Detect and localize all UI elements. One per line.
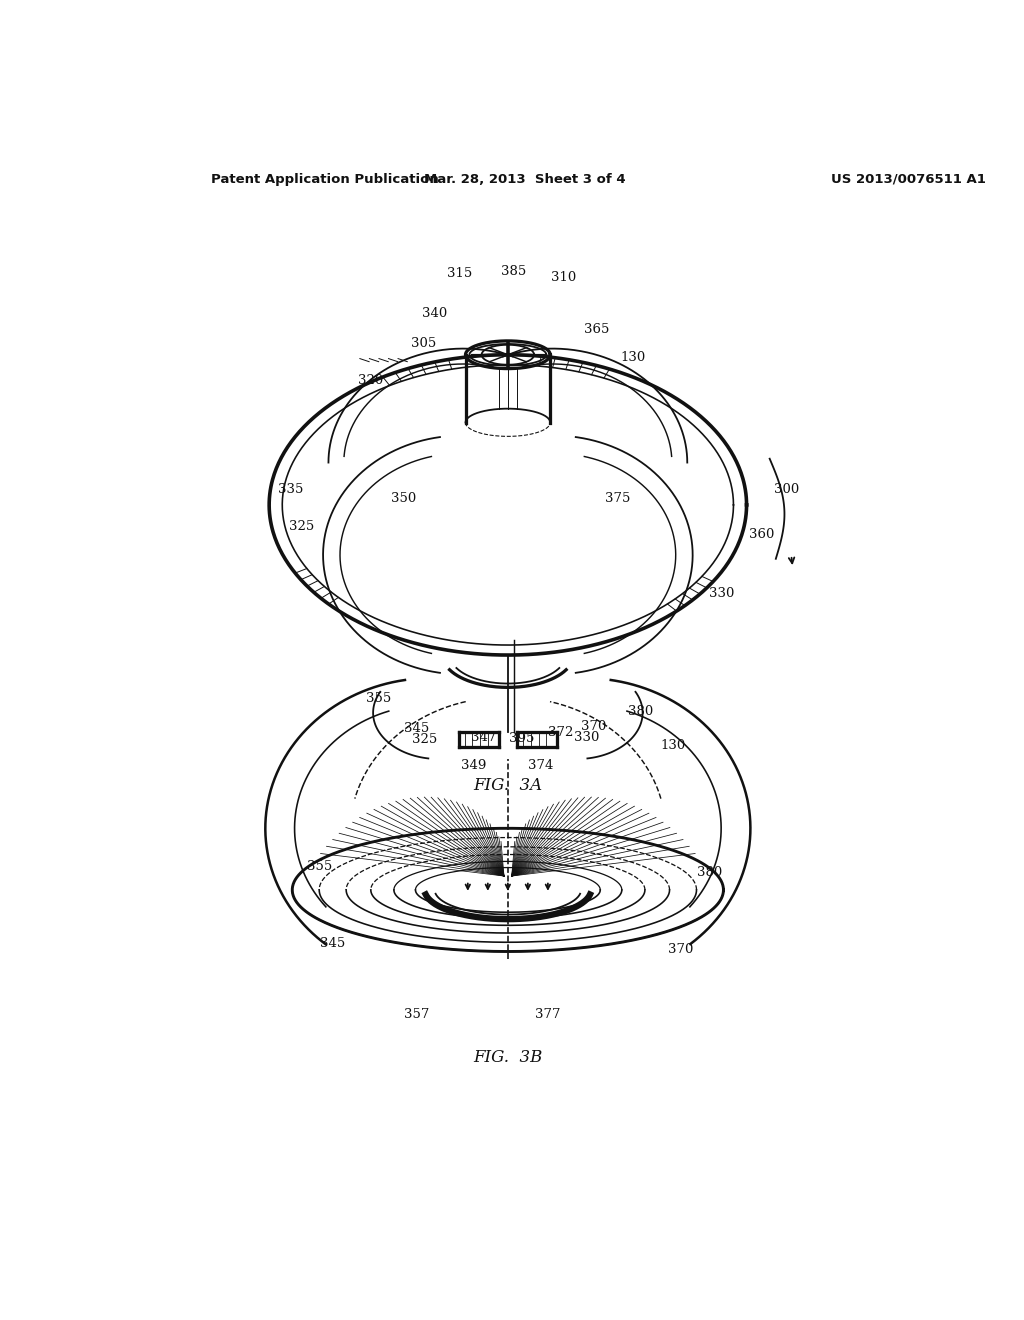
Text: 372: 372 <box>548 726 572 739</box>
Text: 355: 355 <box>366 693 391 705</box>
Text: 347: 347 <box>471 731 496 744</box>
Text: 320: 320 <box>358 374 383 387</box>
Text: 325: 325 <box>412 733 437 746</box>
Text: 375: 375 <box>604 492 630 506</box>
Text: 349: 349 <box>461 759 486 772</box>
Text: 355: 355 <box>306 861 332 874</box>
Text: 365: 365 <box>584 323 609 335</box>
Text: 300: 300 <box>774 483 799 496</box>
Text: 315: 315 <box>447 268 473 280</box>
Text: 377: 377 <box>536 1008 561 1022</box>
Text: 130: 130 <box>660 739 686 751</box>
Text: 385: 385 <box>502 265 526 279</box>
Text: 370: 370 <box>669 944 694 957</box>
Text: FIG.  3A: FIG. 3A <box>473 777 543 795</box>
Text: 325: 325 <box>289 520 314 533</box>
Text: 330: 330 <box>573 731 599 744</box>
Text: 360: 360 <box>750 528 774 541</box>
Text: 305: 305 <box>411 337 436 350</box>
Text: 370: 370 <box>582 721 607 733</box>
Text: 345: 345 <box>404 722 430 735</box>
Text: 130: 130 <box>620 351 645 363</box>
Text: 395: 395 <box>509 731 535 744</box>
Text: 310: 310 <box>551 271 575 284</box>
Text: 335: 335 <box>279 483 303 496</box>
Text: 350: 350 <box>391 492 417 506</box>
Text: US 2013/0076511 A1: US 2013/0076511 A1 <box>831 173 986 186</box>
Text: 380: 380 <box>697 866 722 879</box>
Text: 330: 330 <box>710 587 734 601</box>
Text: Patent Application Publication: Patent Application Publication <box>211 173 439 186</box>
Text: 345: 345 <box>319 937 345 950</box>
Text: 374: 374 <box>527 759 553 772</box>
Text: 380: 380 <box>628 705 653 718</box>
Text: 340: 340 <box>422 308 447 321</box>
Text: Mar. 28, 2013  Sheet 3 of 4: Mar. 28, 2013 Sheet 3 of 4 <box>424 173 626 186</box>
Text: FIG.  3B: FIG. 3B <box>473 1049 543 1067</box>
Text: 357: 357 <box>404 1008 430 1022</box>
